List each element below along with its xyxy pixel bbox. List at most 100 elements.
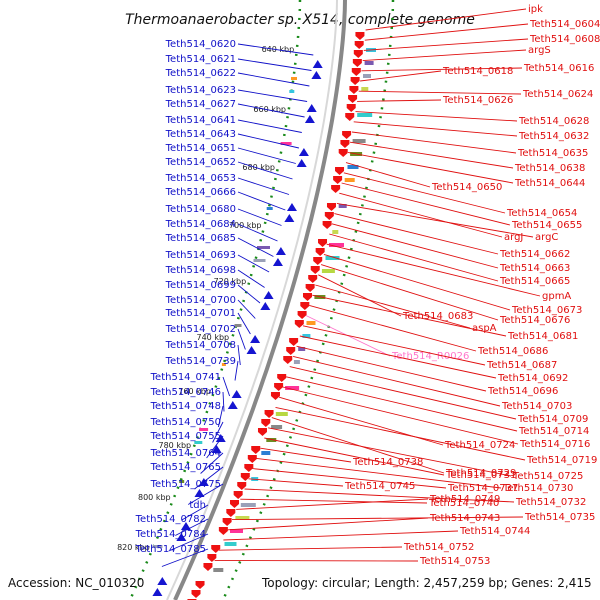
reverse-gene-label: argJ <box>504 232 523 243</box>
reverse-gene-arrow <box>345 113 355 121</box>
forward-gene-label: Teth514_0739 <box>165 356 236 367</box>
reverse-gene-label: Teth514_0729 <box>445 468 516 479</box>
feature-block <box>261 451 271 455</box>
forward-gene-arrow <box>250 335 261 343</box>
forward-gene-arrow <box>180 522 191 530</box>
feature-block <box>271 425 283 429</box>
reverse-leader-line <box>309 304 477 352</box>
reverse-leader-line <box>256 457 502 489</box>
kbp-tick-label: 780 kbp <box>159 441 192 450</box>
reverse-gene-arrow <box>350 77 360 85</box>
reverse-gene-label: Teth514_0665 <box>499 276 570 287</box>
forward-leader-line <box>237 299 256 319</box>
forward-leader-line <box>181 504 209 521</box>
reverse-leader-line <box>292 355 501 407</box>
forward-gene-label: Teth514_0620 <box>165 39 236 50</box>
feature-block <box>306 321 316 325</box>
feature-block <box>224 542 237 546</box>
forward-leader-line <box>237 43 314 56</box>
forward-gene-label: Teth514_0641 <box>165 115 236 126</box>
reverse-gene-arrow <box>277 374 287 382</box>
forward-leader-line <box>237 312 251 335</box>
feature-block <box>321 269 335 273</box>
reverse-gene-label: Teth514_0743 <box>429 513 500 524</box>
reverse-leader-line <box>214 559 419 562</box>
forward-gene-label: Teth514_0627 <box>165 99 236 110</box>
forward-gene-arrow <box>304 115 315 123</box>
reverse-gene-label: Teth514_0731 <box>445 470 516 481</box>
reverse-gene-label: Teth514_0616 <box>523 63 594 74</box>
reverse-gene-arrow <box>338 149 348 157</box>
forward-gene-label: Teth514_0702 <box>165 324 236 335</box>
forward-leader-line <box>237 133 300 149</box>
reverse-gene-label: Teth514_0618 <box>442 66 513 77</box>
reverse-leader-line <box>320 264 499 321</box>
reverse-leader-line <box>365 8 527 31</box>
forward-leader-line <box>237 208 282 226</box>
forward-leader-line <box>237 237 274 257</box>
rna-gene-label: Teth514_R0026 <box>391 351 469 362</box>
accession-text: Accession: NC_010320 <box>8 576 144 590</box>
reverse-gene-arrow <box>247 455 257 463</box>
kbp-tick-label: 720 kbp <box>214 277 247 286</box>
forward-gene-label: Teth514_0765 <box>150 462 221 473</box>
reverse-gene-label: Teth514_0703 <box>501 401 572 412</box>
reverse-leader-line <box>236 498 429 510</box>
reverse-gene-arrow <box>322 221 332 229</box>
forward-gene-label: Teth514_0741 <box>150 372 221 383</box>
reverse-gene-arrow <box>348 95 358 103</box>
reverse-gene-arrow <box>324 212 334 220</box>
feature-block <box>235 516 250 520</box>
reverse-gene-label: Teth514_0644 <box>514 178 585 189</box>
reverse-gene-label: Teth514_0737 <box>447 483 518 494</box>
reverse-gene-label: ipk <box>528 4 543 15</box>
feature-block <box>199 428 209 431</box>
reverse-gene-label: argS <box>528 45 551 56</box>
reverse-leader-line <box>331 223 499 269</box>
reverse-gene-arrow <box>233 491 243 499</box>
reverse-leader-line <box>318 274 402 317</box>
feature-block <box>285 386 300 390</box>
reverse-leader-line <box>248 478 344 487</box>
forward-gene-arrow <box>275 247 286 255</box>
forward-gene-label: Teth514_0693 <box>165 250 236 261</box>
reverse-leader-line <box>296 345 487 392</box>
feature-block <box>179 480 185 483</box>
reverse-gene-arrow <box>335 167 345 175</box>
reverse-gene-label: gpmA <box>542 291 571 302</box>
reverse-gene-label: Teth514_0749 <box>429 494 500 505</box>
reverse-gene-arrow <box>261 419 271 427</box>
genome-track <box>128 0 395 600</box>
forward-gene-label: Teth514_0651 <box>165 143 236 154</box>
reverse-gene-label: Teth514_0628 <box>518 116 589 127</box>
reverse-gene-arrow <box>222 518 232 526</box>
reverse-gene-arrow <box>191 590 201 598</box>
forward-gene-label: Teth514_0698 <box>165 265 236 276</box>
reverse-leader-line <box>264 437 445 476</box>
reverse-leader-line <box>341 182 511 226</box>
reverse-gene-arrow <box>300 302 310 310</box>
forward-leader-line <box>222 376 231 397</box>
reverse-leader-line <box>282 386 519 445</box>
reverse-leader-line <box>329 233 499 282</box>
reverse-gene-arrow <box>226 509 236 517</box>
feature-block <box>253 259 266 262</box>
reverse-gene-label: Teth514_0626 <box>442 95 513 106</box>
forward-leader-line <box>217 405 224 428</box>
reverse-leader-line <box>355 111 518 122</box>
reverse-gene-arrow <box>355 32 365 40</box>
reverse-leader-line <box>353 121 518 137</box>
reverse-gene-label: Teth514_0740 <box>428 498 499 509</box>
kbp-tick-label: 740 kbp <box>197 333 230 342</box>
reverse-leader-line <box>315 284 471 329</box>
feature-block <box>364 61 374 65</box>
feature-block <box>266 207 273 210</box>
kbp-tick-label: 660 kbp <box>253 105 286 114</box>
reverse-gene-arrow <box>211 545 221 553</box>
forward-leader-line <box>234 360 239 381</box>
reverse-gene-arrow <box>286 347 296 355</box>
reverse-gene-arrow <box>353 50 363 58</box>
reverse-leader-line <box>323 253 511 311</box>
forward-leader-line <box>161 548 209 567</box>
forward-leader-line <box>237 223 278 242</box>
